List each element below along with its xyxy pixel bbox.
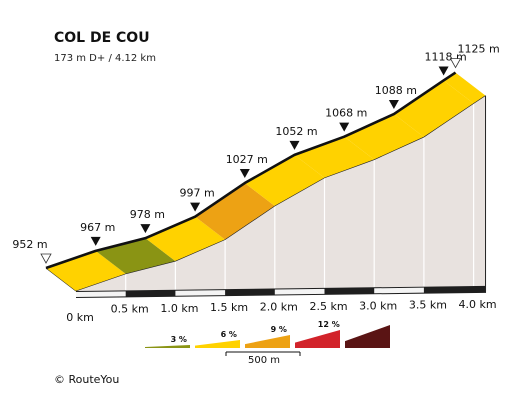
legend-swatch xyxy=(195,340,240,348)
elevation-label: 978 m xyxy=(130,208,165,221)
chart-subtitle: 173 m D+ / 4.12 km xyxy=(54,53,156,64)
chart-title: COL DE COU xyxy=(54,30,150,46)
distance-tick-label: 2.0 km xyxy=(260,301,298,314)
elevation-label: 1052 m xyxy=(275,125,317,138)
elevation-marker-arrow xyxy=(90,236,101,246)
legend-swatch xyxy=(245,335,290,348)
elevation-label: 1027 m xyxy=(226,153,268,166)
segment-4 xyxy=(244,154,325,207)
legend-swatch xyxy=(345,325,390,348)
profile-ridge xyxy=(45,71,457,270)
elevation-label: 1088 m xyxy=(375,84,417,97)
distance-tick-label: 3.0 km xyxy=(359,299,397,312)
legend-swatch xyxy=(145,345,190,348)
gradient-legend: 3 % 6 % 9 % 12 % xyxy=(145,320,390,356)
elevation-marker-arrow xyxy=(388,100,399,110)
profile-side-face xyxy=(76,95,486,291)
segment-7 xyxy=(393,80,474,138)
segment-0 xyxy=(46,250,126,291)
elevation-label: 1068 m xyxy=(325,107,367,120)
base-band-stripe-4 xyxy=(274,288,325,295)
legend-label: 12 % xyxy=(318,320,340,329)
elevation-marker-arrow xyxy=(339,122,350,132)
segment-3 xyxy=(195,183,275,240)
elevation-label: 952 m xyxy=(12,238,47,251)
elevation-marker-arrow xyxy=(438,66,449,76)
legend-swatch xyxy=(295,330,340,348)
segment-5 xyxy=(294,136,375,178)
elevation-marker-arrow xyxy=(289,140,300,150)
legend-label: 3 % xyxy=(171,335,187,344)
elevation-label: 967 m xyxy=(80,221,115,234)
distance-tick-label: 0 km xyxy=(66,311,94,324)
profile-layer: 952 m 967 m 978 m 997 m 1027 m 1052 m 1068 m 10… xyxy=(12,43,499,324)
profile-front-edge xyxy=(75,95,486,292)
distance-tick-label: 1.0 km xyxy=(160,302,198,315)
distance-tick-label: 2.5 km xyxy=(309,300,347,313)
elevation-marker-arrow xyxy=(140,224,151,234)
distance-tick-label: 4.0 km xyxy=(459,298,497,311)
distance-tick-label: 1.5 km xyxy=(210,301,248,314)
base-band-stripe-0 xyxy=(76,291,126,297)
elevation-marker-arrow xyxy=(190,202,201,212)
segment-2 xyxy=(145,216,226,262)
elevation-label: 997 m xyxy=(179,187,214,200)
elevation-marker-open xyxy=(40,253,52,264)
segment-8 xyxy=(443,72,486,104)
base-band-stripe-6 xyxy=(374,287,424,294)
segment-6 xyxy=(344,114,424,160)
elevation-marker-open xyxy=(449,58,462,69)
elevation-label: 1125 m xyxy=(458,43,500,56)
base-band-stripe-2 xyxy=(175,290,226,296)
legend-label: 9 % xyxy=(271,325,287,334)
scale-label: 500 m xyxy=(248,355,280,366)
credit: © RouteYou xyxy=(54,373,119,386)
distance-tick-label: 3.5 km xyxy=(409,299,447,312)
elevation-marker-arrow xyxy=(239,169,250,179)
legend-label: 6 % xyxy=(221,330,237,339)
distance-tick-label: 0.5 km xyxy=(111,302,149,315)
